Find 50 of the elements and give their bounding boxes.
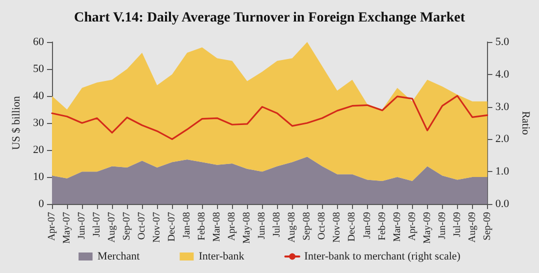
x-tick-label: Apr-07 (46, 212, 58, 241)
y-tick-label: 20 (33, 144, 44, 156)
legend-label: Inter-bank (198, 250, 245, 262)
x-tick-label: Jul-09 (452, 212, 463, 237)
x-tick-label: Sep-07 (122, 212, 133, 240)
x-tick-label: Apr-08 (226, 212, 238, 241)
line-series (51, 94, 488, 140)
x-tick-label: Aug-09 (466, 212, 478, 243)
x-tick-label: Nov-08 (332, 212, 343, 243)
x-tick-label: Dec-07 (166, 212, 178, 242)
x-tick-label: Jan-08 (182, 212, 193, 239)
y-tick-label: 60 (33, 36, 44, 48)
x-tick-label: Feb-08 (196, 212, 208, 240)
y2-tick-label: 4.0 (495, 68, 510, 80)
x-tick-label: Aug-08 (286, 212, 298, 243)
x-tick-label: Jun-08 (256, 212, 268, 240)
x-tick-label: Sep-08 (302, 212, 313, 240)
x-tick-label: Nov-07 (152, 212, 163, 243)
x-tick-label: May-07 (62, 212, 73, 244)
chart-title: Chart V.14: Daily Average Turnover in Foreign Exchange Market (74, 10, 466, 26)
x-tick-label: Oct-08 (316, 212, 328, 240)
y-axis-title: US $ billion (10, 96, 22, 150)
y2-tick-label: 2.0 (495, 133, 510, 146)
x-tick-label: Mar-09 (392, 212, 403, 242)
x-tick-label: Jun-07 (76, 212, 88, 240)
x-tick-label: Dec-08 (346, 212, 358, 242)
y-tick-label: 30 (33, 117, 44, 129)
y2-tick-label: 3.0 (495, 100, 510, 113)
x-tick-label: Jan-09 (362, 212, 373, 239)
x-tick-label: May-09 (422, 212, 433, 244)
legend-label: Inter-bank to merchant (right scale) (304, 250, 461, 262)
y2-tick-label: 5.0 (495, 36, 510, 48)
x-tick-label: Oct-07 (136, 212, 148, 240)
x-tick-label: May-08 (242, 212, 253, 244)
y2-tick-label: 1.0 (495, 166, 510, 178)
x-tick-label: Sep-09 (482, 212, 493, 240)
x-tick-label: Jul-07 (92, 212, 103, 237)
x-tick-label: Jul-08 (272, 212, 283, 237)
y-tick-label: 40 (33, 90, 44, 102)
y-tick-label: 10 (33, 171, 44, 183)
x-tick-label: Feb-09 (376, 212, 388, 240)
x-tick-label: Mar-08 (212, 212, 223, 242)
x-tick-label: Jun-09 (436, 212, 448, 240)
y2-axis-title: Ratio (520, 111, 532, 136)
y-tick-label: 50 (33, 63, 44, 75)
y-tick-label: 0 (38, 198, 44, 210)
legend-label: Merchant (98, 250, 140, 262)
x-tick-label: Aug-07 (106, 212, 118, 243)
x-tick-label: Apr-09 (406, 212, 418, 241)
y2-tick-label: 0.0 (495, 198, 510, 210)
